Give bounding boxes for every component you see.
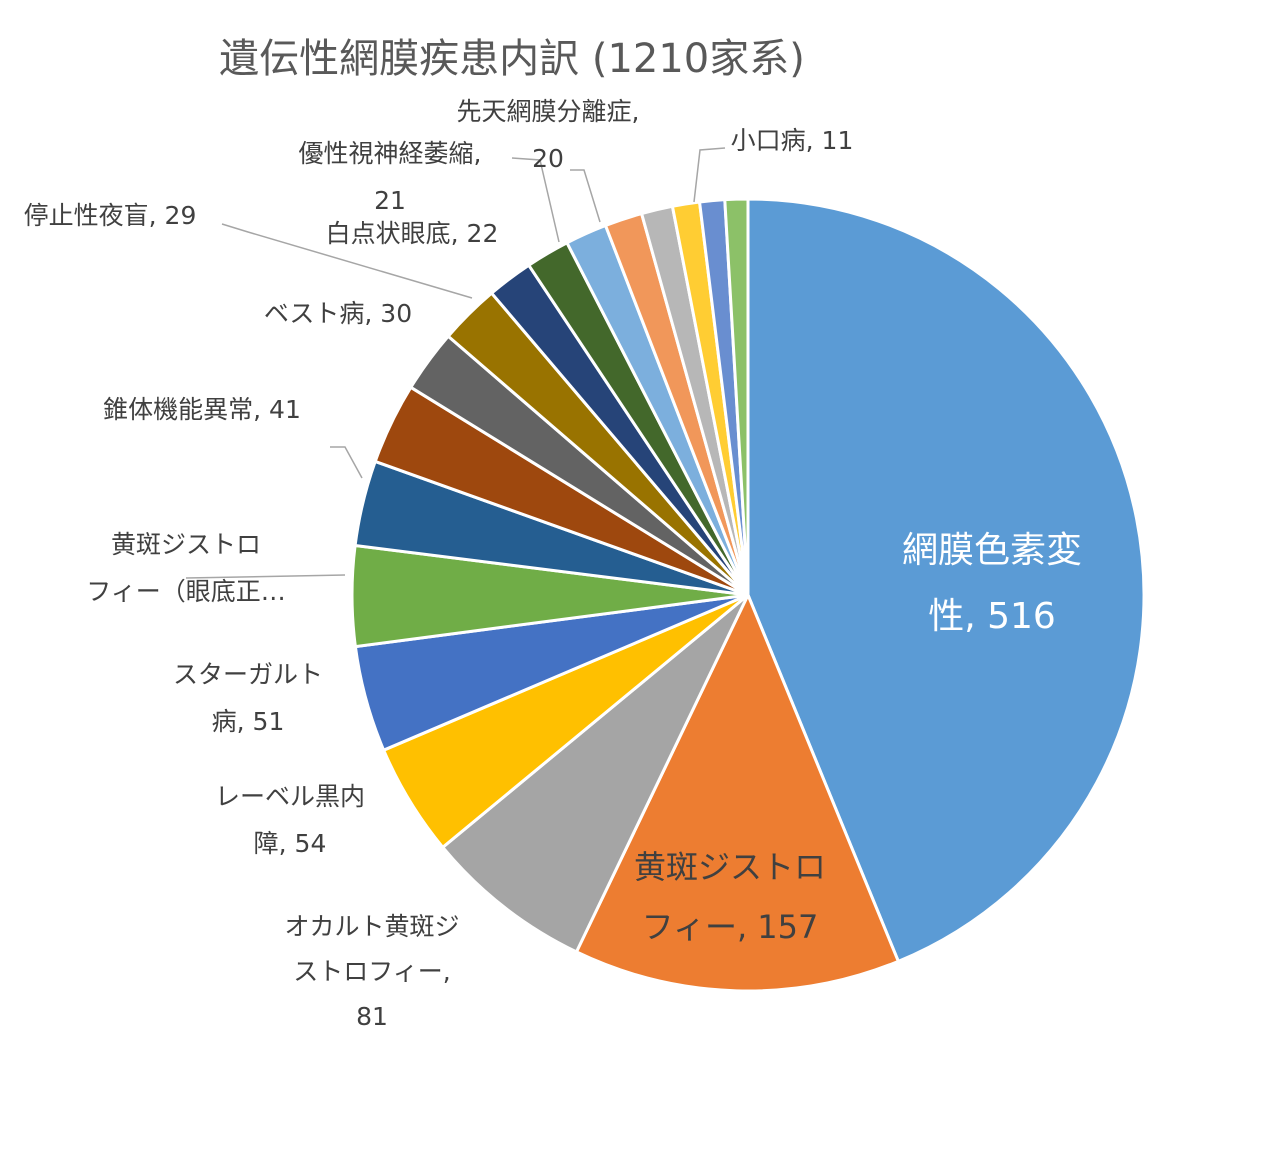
data-label-0: 網膜色素変性, 516: [902, 530, 1082, 637]
data-labels: 網膜色素変性, 516 黄斑ジストロフィー, 157 オカルト黄斑ジストロフィー, 8…: [24, 97, 1082, 1031]
data-label-4: スターガルト病, 51: [173, 660, 323, 736]
chart-title: 遺伝性網膜疾患内訳 (1210家系): [219, 36, 805, 82]
leader-line-11: [511, 157, 560, 243]
data-label-3: レーベル黒内障, 54: [215, 782, 365, 858]
slices-group: [350, 197, 1146, 993]
pie-slice-1: [574, 591, 901, 993]
leader-line-5: [185, 574, 346, 579]
leader-line-17: [693, 147, 726, 203]
data-label-10: 白点状眼底, 22: [326, 219, 499, 248]
data-label-11: 優性視神経萎縮, 21: [299, 139, 482, 215]
data-label-9: 停止性夜盲, 29: [24, 201, 197, 230]
data-label-8: ベスト病, 30: [264, 299, 412, 328]
leader-line-9: [221, 223, 473, 299]
leader-line-6: [330, 446, 363, 479]
pie-slice-2: [440, 593, 750, 954]
data-label-17: 小口病, 11: [731, 126, 854, 155]
data-label-2: オカルト黄斑ジストロフィー, 81: [284, 912, 459, 1031]
data-label-6: 錐体機能異常, 41: [103, 395, 301, 424]
data-label-12: 先天網膜分離症, 20: [457, 97, 640, 173]
data-label-1: 黄斑ジストロフィー, 157: [634, 848, 826, 946]
data-label-5: 黄斑ジストロフィー（眼底正…: [86, 530, 286, 606]
pie-slice-0: [746, 197, 1146, 964]
leader-line-12: [570, 169, 601, 223]
leader-lines: [185, 147, 726, 579]
pie-slice-17: [723, 197, 750, 596]
